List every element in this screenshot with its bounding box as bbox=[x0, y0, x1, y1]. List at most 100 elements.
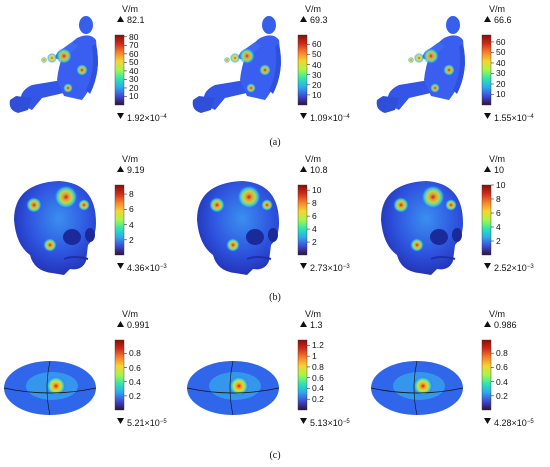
body-leg bbox=[387, 80, 435, 110]
min-value: 1.09×10−4 bbox=[310, 112, 350, 123]
min-value-exponent: −5 bbox=[342, 419, 350, 425]
model-group bbox=[197, 181, 279, 275]
subfigure-caption: (c) bbox=[269, 450, 281, 461]
model-group bbox=[9, 16, 98, 113]
min-marker-icon bbox=[117, 263, 124, 269]
min-value-mantissa: 1.09 bbox=[310, 113, 328, 123]
min-value-mantissa: 4.28 bbox=[494, 418, 512, 428]
ellipsoid-equator bbox=[3, 387, 97, 394]
colorbar bbox=[481, 184, 492, 256]
ellipsoid-equator bbox=[370, 387, 464, 394]
unit-label: V/m bbox=[305, 309, 322, 319]
field-hotspot bbox=[63, 83, 73, 93]
min-marker-icon bbox=[300, 113, 307, 119]
min-marker-icon bbox=[300, 418, 307, 424]
min-value: 5.13×10−5 bbox=[310, 417, 350, 428]
field-hotspot bbox=[408, 57, 414, 63]
ellipsoid-meridian bbox=[46, 360, 51, 416]
colorbar-tick-label: 6 bbox=[496, 208, 501, 218]
panel-graphic bbox=[14, 166, 127, 275]
min-value-times: ×10 bbox=[144, 263, 160, 273]
colorbar-tick-label: 2 bbox=[129, 234, 134, 245]
panel-graphic bbox=[197, 166, 310, 275]
body-head bbox=[79, 16, 93, 34]
unit-label: V/m bbox=[122, 309, 139, 319]
min-value-exponent: −3 bbox=[159, 264, 167, 270]
max-value: 0.986 bbox=[494, 320, 517, 330]
colorbar-tick-label: 40 bbox=[496, 57, 506, 68]
field-hotspot bbox=[224, 57, 230, 63]
min-marker-icon bbox=[484, 418, 491, 424]
min-value: 4.28×10−5 bbox=[494, 417, 534, 428]
skull-eye-socket bbox=[246, 229, 264, 245]
unit-label: V/m bbox=[489, 309, 506, 319]
field-hotspot bbox=[26, 197, 42, 213]
field-hotspot bbox=[43, 238, 57, 252]
field-hotspot bbox=[46, 376, 66, 396]
field-hotspot bbox=[246, 83, 256, 93]
field-hotspot bbox=[78, 199, 90, 211]
min-value-times: ×10 bbox=[327, 113, 343, 123]
unit-label: V/m bbox=[122, 154, 139, 164]
field-hotspot bbox=[410, 238, 424, 252]
field-panel: 80 70 60 50 40 30 20 10 V/m 82.1 1.92×10−4 bbox=[0, 0, 183, 150]
max-marker-icon bbox=[117, 166, 124, 172]
colorbar-tick-label: 10 bbox=[129, 91, 139, 102]
colorbar-tick-label: 10 bbox=[496, 180, 506, 190]
unit-label: V/m bbox=[489, 154, 506, 164]
colorbar-tick-label: 60 bbox=[496, 36, 506, 47]
field-hotspot bbox=[237, 185, 261, 209]
unit-label: V/m bbox=[305, 4, 322, 14]
colorbar-tick-label: 0.8 bbox=[496, 348, 508, 359]
min-value-exponent: −3 bbox=[526, 264, 534, 270]
field-hotspot bbox=[414, 53, 424, 63]
max-marker-icon bbox=[484, 166, 491, 172]
field-hotspot bbox=[443, 64, 455, 76]
model-group bbox=[370, 360, 464, 416]
min-value-exponent: −4 bbox=[526, 114, 534, 120]
body-back-arm bbox=[453, 44, 465, 94]
field-hotspot bbox=[259, 64, 271, 76]
colorbar-tick-label: 0.2 bbox=[129, 390, 141, 401]
field-hotspot bbox=[430, 83, 440, 93]
field-hotspot bbox=[56, 48, 72, 64]
max-value: 69.3 bbox=[310, 15, 328, 25]
colorbar-tick-label: 8 bbox=[312, 198, 317, 209]
colorbar-tick-label: 4 bbox=[496, 222, 501, 232]
field-hotspot bbox=[423, 48, 439, 64]
field-hotspot bbox=[47, 53, 57, 63]
body-head bbox=[446, 16, 460, 34]
panel-graphic bbox=[381, 166, 494, 275]
field-hotspot bbox=[209, 197, 225, 213]
colorbar-tick-label: 2 bbox=[496, 236, 501, 246]
colorbar-tick-label: 40 bbox=[129, 65, 139, 76]
colorbar bbox=[481, 34, 492, 106]
colorbar-tick-label: 20 bbox=[312, 79, 322, 90]
colorbar-tick-label: 0.4 bbox=[129, 376, 141, 387]
panel-graphic bbox=[186, 321, 310, 424]
body-head bbox=[262, 16, 276, 34]
ellipsoid-model bbox=[3, 360, 97, 416]
skull-model bbox=[197, 181, 279, 275]
skull-eye-socket bbox=[430, 229, 448, 245]
colorbar-tick-label: 4 bbox=[312, 224, 317, 235]
max-value: 10 bbox=[494, 165, 505, 175]
colorbar-tick-label: 6 bbox=[129, 204, 134, 215]
field-hotspot bbox=[421, 185, 445, 209]
min-value: 5.21×10−5 bbox=[127, 417, 167, 428]
ellipsoid-model bbox=[370, 360, 464, 416]
body-model bbox=[376, 16, 465, 113]
colorbar-tick-label: 8 bbox=[496, 194, 501, 204]
colorbar-tick-label: 1.2 bbox=[312, 340, 324, 351]
min-value-exponent: −4 bbox=[342, 114, 350, 120]
field-hotspot bbox=[261, 199, 273, 211]
body-leg bbox=[20, 80, 68, 110]
min-value: 4.36×10−3 bbox=[127, 262, 167, 273]
min-value-mantissa: 1.92 bbox=[127, 113, 145, 123]
min-marker-icon bbox=[484, 263, 491, 269]
panel-graphic bbox=[3, 321, 127, 424]
unit-label: V/m bbox=[305, 154, 322, 164]
min-value-mantissa: 4.36 bbox=[127, 263, 145, 273]
max-marker-icon bbox=[117, 16, 124, 22]
colorbar bbox=[114, 184, 125, 256]
